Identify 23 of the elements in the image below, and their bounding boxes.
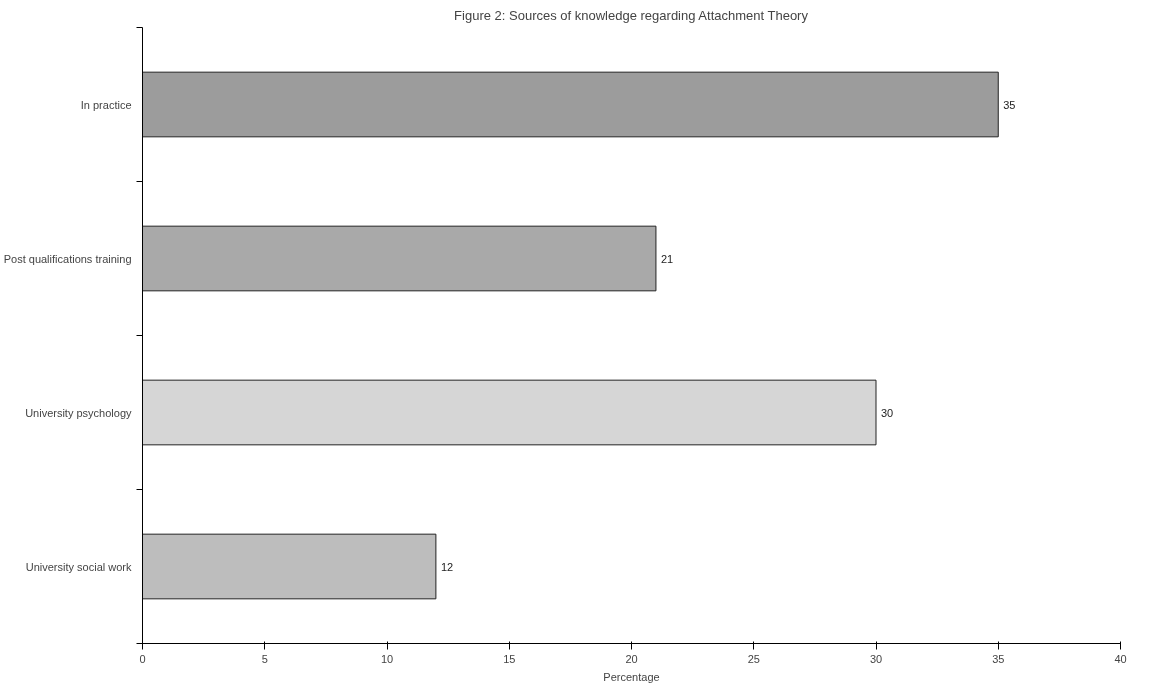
y-tick-label: Post qualifications training [3, 252, 132, 265]
x-tick-label: 10 [380, 652, 394, 665]
data-label: 30 [881, 406, 894, 419]
x-tick-label: 30 [869, 652, 883, 665]
bar [142, 71, 999, 138]
x-tick-label: 40 [1114, 652, 1127, 665]
chart-title: Figure 2: Sources of knowledge regarding Attachment Theory [454, 7, 809, 23]
data-label: 21 [660, 252, 674, 265]
y-tick-label: In practice [80, 98, 132, 111]
x-tick-label: 5 [261, 652, 268, 665]
x-tick-label: 25 [747, 652, 760, 665]
x-tick-label: 20 [625, 652, 638, 665]
x-tick-label: 15 [503, 652, 516, 665]
y-tick-label: University social work [25, 560, 132, 573]
bar [142, 379, 877, 446]
x-axis-title: Percentage [603, 670, 660, 683]
x-tick-label: 0 [139, 652, 146, 665]
x-tick-label: 35 [992, 652, 1005, 665]
data-label: 35 [1003, 98, 1016, 111]
data-label: 12 [440, 560, 454, 573]
bar [142, 533, 437, 600]
y-tick-label: University psychology [25, 406, 132, 419]
bar [142, 225, 657, 292]
